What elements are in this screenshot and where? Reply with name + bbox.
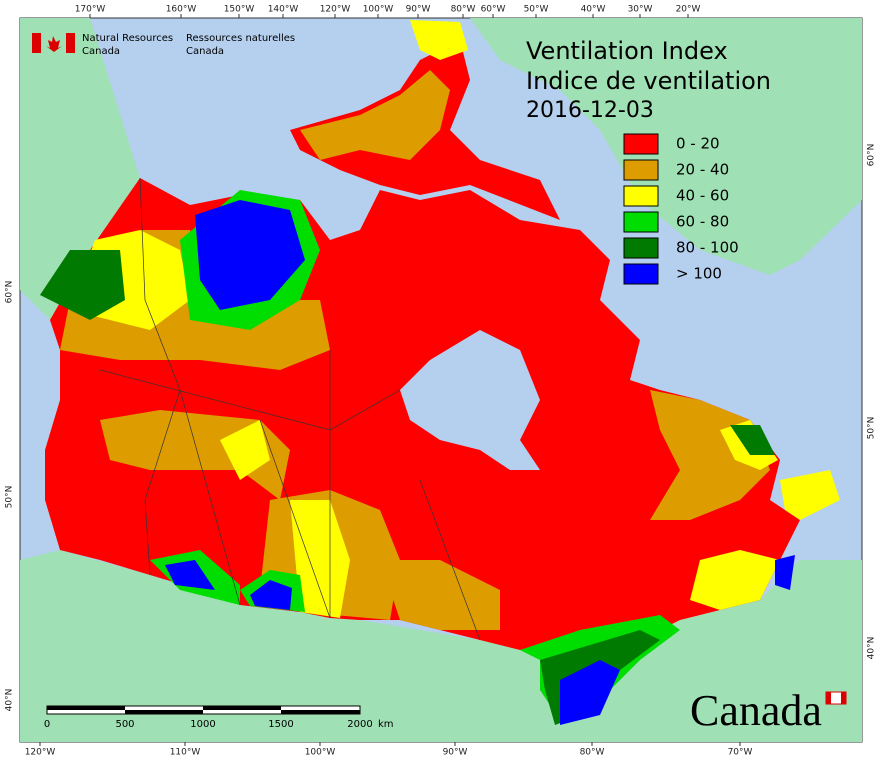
- graticule-label: 40°N: [5, 689, 15, 712]
- legend-swatch: [623, 211, 659, 233]
- graticule-label: 40°N: [867, 637, 877, 660]
- graticule-label: 120°W: [320, 5, 351, 15]
- graticule-label: 160°W: [166, 5, 197, 15]
- scale-label: 2000: [347, 719, 372, 730]
- zone-blue: [560, 660, 620, 725]
- graticule-label: 100°W: [305, 748, 336, 758]
- agency-en: Natural Resources: [82, 33, 173, 44]
- zone-yellow: [410, 20, 468, 60]
- hudson-bay: [400, 330, 540, 470]
- legend-label: 0 - 20: [676, 135, 720, 153]
- scale-segment: [203, 706, 281, 710]
- graticule-label: 60°N: [5, 281, 15, 304]
- legend-label: 60 - 80: [676, 213, 729, 231]
- agency-en: Canada: [82, 46, 120, 57]
- graticule-label: 80°W: [451, 5, 476, 15]
- legend-label: 20 - 40: [676, 161, 729, 179]
- graticule-label: 70°W: [728, 748, 753, 758]
- graticule-label: 100°W: [363, 5, 394, 15]
- alaska: [20, 18, 140, 320]
- graticule-label: 50°N: [867, 417, 877, 440]
- legend-swatch: [623, 159, 659, 181]
- graticule-label: 30°W: [628, 5, 653, 15]
- legend-label: 40 - 60: [676, 187, 729, 205]
- graticule-label: 140°W: [268, 5, 299, 15]
- borders: [99, 177, 481, 641]
- graticule-label: 80°W: [580, 748, 605, 758]
- date: 2016-12-03: [526, 98, 654, 123]
- legend-swatch: [623, 185, 659, 207]
- flag-bar: [66, 33, 75, 53]
- scale-unit: km: [378, 719, 394, 730]
- legend-swatch: [623, 133, 659, 155]
- wordmark-flag: [826, 692, 831, 704]
- graticule-label: 50°W: [524, 5, 549, 15]
- graticule-label: 120°W: [25, 748, 56, 758]
- zone-blue: [165, 560, 215, 590]
- zone-blue: [195, 200, 305, 310]
- zone-orange: [650, 390, 770, 520]
- graticule-label: 40°W: [581, 5, 606, 15]
- agency-fr: Canada: [186, 46, 224, 57]
- graticule-label: 50°N: [5, 486, 15, 509]
- zone-yellow: [220, 420, 270, 480]
- title: Indice de ventilation: [526, 67, 771, 95]
- zone-yellow: [780, 470, 840, 520]
- zone-orange: [300, 70, 450, 160]
- graticule-label: 60°N: [867, 144, 877, 167]
- graticule-label: 150°W: [224, 5, 255, 15]
- wordmark-flag: [841, 692, 846, 704]
- scale-segment: [47, 706, 125, 710]
- legend-swatch: [623, 263, 659, 285]
- graticule-label: 20°W: [676, 5, 701, 15]
- greenland: [470, 18, 862, 275]
- graticule-label: 170°W: [75, 5, 106, 15]
- graticule-label: 60°W: [481, 5, 506, 15]
- scale-segment: [281, 710, 360, 714]
- zone-blue: [775, 555, 795, 590]
- scale-label: 500: [115, 719, 134, 730]
- zone-darkgreen: [40, 250, 125, 320]
- scale-label: 0: [44, 719, 50, 730]
- legend-label: > 100: [676, 265, 722, 283]
- zone-yellow: [290, 500, 350, 618]
- zone-blue: [250, 580, 292, 610]
- title: Ventilation Index: [526, 37, 728, 65]
- agency-fr: Ressources naturelles: [186, 33, 295, 44]
- flag-bar: [32, 33, 41, 53]
- scale-segment: [125, 710, 203, 714]
- graticule-label: 90°W: [443, 748, 468, 758]
- zone-yellow: [690, 550, 780, 610]
- legend-label: 80 - 100: [676, 239, 739, 257]
- graticule-label: 90°W: [406, 5, 431, 15]
- zone-darkgreen: [730, 425, 775, 455]
- scale-label: 1500: [268, 719, 293, 730]
- legend-swatch: [623, 237, 659, 259]
- usa: [20, 550, 862, 742]
- graticule-label: 110°W: [170, 748, 201, 758]
- wordmark: Canada: [690, 686, 822, 735]
- flag-leaf: [46, 36, 62, 52]
- scale-label: 1000: [190, 719, 215, 730]
